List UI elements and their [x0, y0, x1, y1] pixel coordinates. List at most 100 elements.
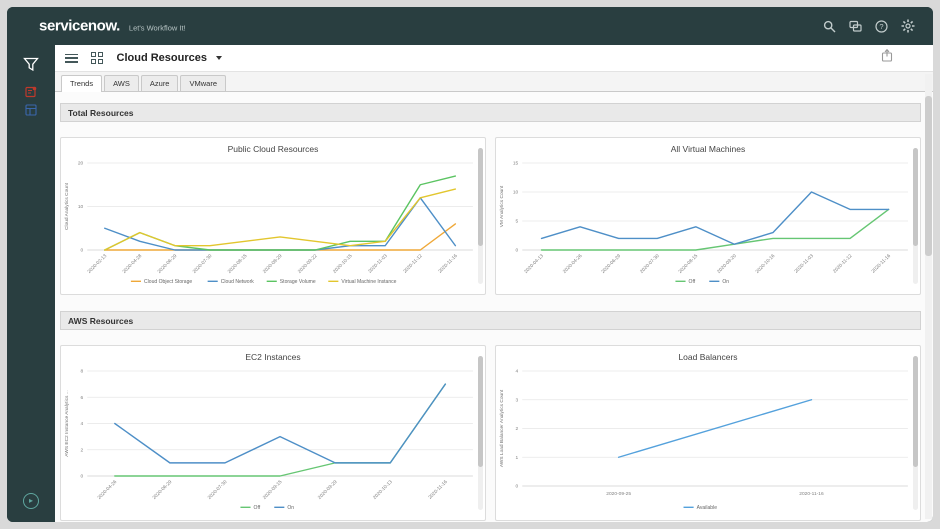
svg-text:10: 10 [513, 190, 519, 196]
svg-text:2020-09-20: 2020-09-20 [716, 253, 738, 275]
tab-azure[interactable]: Azure [140, 75, 179, 91]
svg-text:0: 0 [81, 248, 84, 254]
svg-text:2020-10-13: 2020-10-13 [372, 479, 394, 501]
svg-text:2020-11-12: 2020-11-12 [402, 253, 424, 275]
scrollbar-thumb[interactable] [478, 356, 483, 467]
svg-text:1: 1 [516, 455, 519, 461]
report-icon[interactable] [25, 85, 37, 103]
svg-text:Cloud Network: Cloud Network [221, 279, 255, 285]
svg-text:2020-10-16: 2020-10-16 [755, 253, 777, 275]
svg-text:2020-07-30: 2020-07-30 [192, 253, 214, 275]
svg-text:AWS Load Balancer Analytics Co: AWS Load Balancer Analytics Count [499, 389, 505, 467]
svg-text:0: 0 [516, 484, 519, 490]
svg-text:On: On [287, 505, 294, 511]
chart-svg-ec2-instances[interactable]: 0 2 4 6 8 2020-04-26 2020-06-29 2020-07-30 2020-… [61, 364, 485, 514]
svg-text:2020-09-15: 2020-09-15 [262, 479, 284, 501]
svg-text:2020-08-29: 2020-08-29 [262, 253, 284, 275]
filter-icon[interactable] [23, 57, 39, 77]
svg-text:5: 5 [516, 219, 519, 225]
expand-button[interactable]: ▸ [23, 493, 39, 509]
svg-text:VM Analytics Count: VM Analytics Count [499, 185, 505, 227]
tab-vmware[interactable]: VMware [180, 75, 226, 91]
chart-title: All Virtual Machines [670, 144, 746, 154]
servicenow-logo: servicenow. [39, 17, 120, 35]
svg-text:2020-02-13: 2020-02-13 [86, 253, 108, 275]
left-sidebar: ▸ [7, 45, 55, 522]
svg-text:Storage Volume: Storage Volume [280, 279, 316, 285]
chart-svg-load-balancers[interactable]: 0 1 2 3 4 2020-09-25 2020-11-16 AWS Load Balanc… [496, 364, 920, 514]
gear-icon[interactable] [901, 19, 915, 33]
section-header-aws-resources[interactable]: AWS Resources [60, 311, 921, 330]
section-header-total-resources[interactable]: Total Resources [60, 103, 921, 122]
svg-text:4: 4 [516, 369, 519, 375]
svg-text:10: 10 [78, 204, 84, 210]
svg-text:2020-09-29: 2020-09-29 [317, 479, 339, 501]
scrollbar-thumb[interactable] [913, 356, 918, 467]
content-area: Total Resources Public Cloud Resources 0… [60, 93, 921, 522]
hamburger-icon[interactable] [65, 53, 78, 63]
svg-text:2020-06-29: 2020-06-29 [600, 253, 622, 275]
charts-row-1: Public Cloud Resources 0 10 20 2020-02-13 20… [60, 137, 921, 295]
chart-title: Public Cloud Resources [227, 144, 319, 154]
chevron-down-icon[interactable] [215, 56, 222, 60]
svg-text:0: 0 [81, 474, 84, 480]
chart-svg-public-cloud-resources[interactable]: 0 10 20 2020-02-13 2020-04-28 2020-06-29 2020-… [61, 156, 485, 288]
svg-text:2020-07-30: 2020-07-30 [639, 253, 661, 275]
chat-icon[interactable] [849, 20, 862, 33]
svg-text:AWS EC2 Instance Analytics ...: AWS EC2 Instance Analytics ... [64, 390, 70, 456]
svg-text:Off: Off [254, 505, 261, 511]
app-grid-icon[interactable] [91, 52, 103, 64]
logo-tagline: Let's Workflow It! [128, 23, 186, 33]
tab-aws[interactable]: AWS [104, 75, 139, 91]
svg-text:2020-11-03: 2020-11-03 [367, 253, 389, 275]
scrollbar-thumb[interactable] [478, 148, 483, 246]
chart-title: Load Balancers [678, 352, 738, 362]
page-scrollbar[interactable] [925, 74, 932, 519]
chart-svg-all-virtual-machines[interactable]: 0 5 10 15 2020-04-13 2020-04-26 2020-06-29 2020… [496, 156, 920, 288]
svg-text:15: 15 [513, 161, 519, 167]
svg-text:2020-11-12: 2020-11-12 [832, 253, 854, 275]
tab-trends[interactable]: Trends [61, 75, 103, 92]
charts-row-2: EC2 Instances 0 2 4 6 8 2020-04-26 2020-06-29 2… [60, 345, 921, 521]
svg-text:2020-11-16: 2020-11-16 [871, 253, 893, 275]
svg-text:20: 20 [78, 161, 84, 167]
chart-scrollbar[interactable] [478, 148, 483, 284]
svg-text:6: 6 [81, 395, 84, 401]
share-icon[interactable] [881, 48, 893, 68]
svg-text:0: 0 [516, 248, 519, 254]
svg-text:2020-08-15: 2020-08-15 [227, 253, 249, 275]
svg-text:2020-06-29: 2020-06-29 [157, 253, 179, 275]
svg-text:2: 2 [516, 426, 519, 432]
scrollbar-thumb[interactable] [913, 148, 918, 246]
svg-text:Cloud Object Storage: Cloud Object Storage [144, 279, 192, 285]
svg-text:Off: Off [689, 279, 696, 285]
chart-card-public-cloud-resources: Public Cloud Resources 0 10 20 2020-02-13 20… [60, 137, 486, 295]
svg-text:Cloud Analytics Count: Cloud Analytics Count [64, 182, 70, 230]
top-header: servicenow. Let's Workflow It! ? [7, 7, 933, 45]
chart-scrollbar[interactable] [478, 356, 483, 510]
brand: servicenow. Let's Workflow It! [39, 18, 186, 35]
table-icon[interactable] [25, 103, 37, 121]
main-area: Cloud Resources Trends AWS Azure VMware [55, 45, 933, 522]
chart-scrollbar[interactable] [913, 148, 918, 284]
svg-text:2020-10-15: 2020-10-15 [332, 253, 354, 275]
svg-text:On: On [722, 279, 729, 285]
help-icon[interactable]: ? [875, 19, 888, 33]
scrollbar-thumb[interactable] [925, 96, 932, 257]
search-icon[interactable] [823, 20, 836, 33]
chart-scrollbar[interactable] [913, 356, 918, 510]
svg-text:Virtual Machine Instance: Virtual Machine Instance [341, 279, 396, 285]
chart-title: EC2 Instances [245, 352, 301, 362]
chevron-right-icon: ▸ [28, 496, 33, 505]
svg-text:2020-08-15: 2020-08-15 [677, 253, 699, 275]
svg-text:3: 3 [516, 397, 519, 403]
dashboard-toolbar: Cloud Resources [55, 45, 933, 72]
svg-text:2020-11-16: 2020-11-16 [427, 479, 449, 501]
dashboard-title[interactable]: Cloud Resources [116, 52, 207, 64]
svg-text:2020-09-25: 2020-09-25 [606, 491, 631, 497]
svg-text:2020-04-26: 2020-04-26 [96, 479, 118, 501]
svg-text:Available: Available [697, 505, 718, 511]
tab-bar: Trends AWS Azure VMware [55, 72, 933, 92]
svg-text:8: 8 [81, 369, 84, 375]
